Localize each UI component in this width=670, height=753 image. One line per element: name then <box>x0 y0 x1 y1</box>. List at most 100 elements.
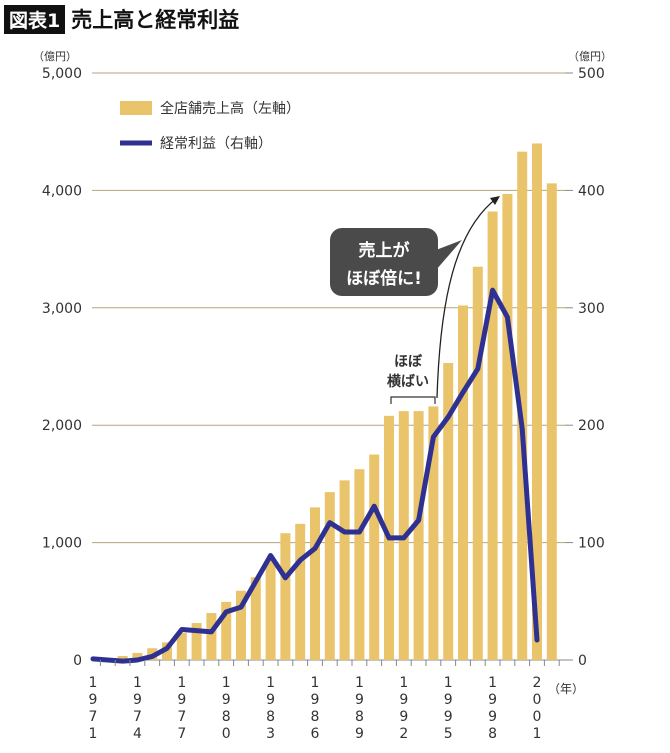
figure-tag: 図表1 <box>4 4 66 34</box>
x-tick-label: 7 <box>133 709 142 725</box>
flat-annotation: ほぼ 横ばい <box>387 354 436 404</box>
flat-line-1: ほぼ <box>394 354 423 370</box>
x-tick-label: 2 <box>533 675 542 691</box>
bar <box>487 211 498 661</box>
x-tick-label: 7 <box>89 709 98 725</box>
x-tick-label: 9 <box>89 692 98 708</box>
callout-line-2: ほぼ倍に! <box>346 268 422 289</box>
x-tick-label: 8 <box>355 709 364 725</box>
x-tick-label: 9 <box>222 692 231 708</box>
x-tick-label: 8 <box>222 709 231 725</box>
x-tick-label: 9 <box>311 692 320 708</box>
x-tick-label: 9 <box>444 709 453 725</box>
bar <box>265 559 276 660</box>
x-tick-label: 6 <box>311 726 320 742</box>
flat-bracket <box>390 396 436 404</box>
bar <box>354 469 365 660</box>
x-tick-label: 5 <box>444 726 453 742</box>
bar <box>472 266 483 660</box>
callout-box <box>330 228 438 296</box>
x-tick-label: 9 <box>399 692 408 708</box>
x-tick-label: 2 <box>399 726 408 742</box>
callout-doubled: 売上が ほぼ倍に! <box>330 196 500 399</box>
x-tick-label: 1 <box>222 675 231 691</box>
x-tick-label: 3 <box>266 726 275 742</box>
x-tick-label: 1 <box>355 675 364 691</box>
bar <box>546 183 557 660</box>
bar <box>369 454 380 660</box>
bar <box>443 362 454 660</box>
legend-bar-swatch <box>120 101 152 115</box>
bar <box>532 143 542 660</box>
bar <box>132 652 143 660</box>
x-tick-label: 1 <box>266 675 275 691</box>
bar <box>517 151 528 660</box>
x-tick-label: 9 <box>355 726 364 742</box>
legend-bar-label: 全店舗売上高（左軸） <box>160 100 300 117</box>
x-tick-label: 0 <box>533 709 542 725</box>
left-tick-label: 0 <box>73 653 82 669</box>
bar <box>206 613 217 660</box>
bar <box>458 305 468 660</box>
bar <box>295 523 306 660</box>
bar <box>162 642 172 660</box>
x-unit-label: （年） <box>548 682 584 696</box>
right-tick-label: 300 <box>578 301 605 317</box>
x-tick-label: 9 <box>399 709 408 725</box>
left-tick-label: 4,000 <box>42 183 82 199</box>
bar <box>117 656 128 660</box>
right-tick-label: 100 <box>578 536 605 552</box>
bar <box>413 411 424 660</box>
x-tick-label: 1 <box>533 726 542 742</box>
left-unit-label: （億円） <box>33 50 77 63</box>
bar <box>428 406 439 660</box>
x-tick-label: 4 <box>133 726 142 742</box>
right-tick-label: 400 <box>578 183 605 199</box>
callout-pointer <box>436 240 462 270</box>
arrow-head <box>490 196 500 205</box>
x-tick-label: 1 <box>177 675 186 691</box>
figure-title: 図表1 売上高と経常利益 <box>4 4 239 34</box>
left-tick-label: 1,000 <box>42 536 82 552</box>
bar <box>236 590 246 660</box>
x-tick-label: 9 <box>444 692 453 708</box>
x-tick-label: 8 <box>311 709 320 725</box>
right-unit-label: （億円） <box>568 50 612 63</box>
x-tick-label: 9 <box>488 709 497 725</box>
x-tick-label: 1 <box>311 675 320 691</box>
x-tick-label: 7 <box>177 709 186 725</box>
legend: 全店舗売上高（左軸） 経常利益（右軸） <box>120 100 300 152</box>
bar <box>221 601 232 660</box>
x-tick-label: 1 <box>89 675 98 691</box>
bar <box>324 492 335 660</box>
x-tick-label: 0 <box>222 726 231 742</box>
x-tick-label: 9 <box>133 692 142 708</box>
bar <box>502 193 513 660</box>
x-tick-label: 0 <box>533 692 542 708</box>
x-tick-label: 8 <box>488 726 497 742</box>
bar <box>176 632 187 660</box>
left-tick-label: 3,000 <box>42 301 82 317</box>
bar <box>280 533 291 660</box>
x-tick-label: 9 <box>355 692 364 708</box>
bar <box>250 577 261 660</box>
x-tick-label: 1 <box>488 675 497 691</box>
x-tick-label: 8 <box>266 709 275 725</box>
growth-arrow <box>436 197 498 399</box>
x-tick-label: 1 <box>133 675 142 691</box>
right-tick-label: 200 <box>578 418 605 434</box>
profit-line <box>90 287 540 664</box>
legend-line-label: 経常利益（右軸） <box>160 136 272 152</box>
figure-title-text: 売上高と経常利益 <box>71 8 240 32</box>
x-tick-label: 7 <box>177 726 186 742</box>
x-tick-label: 9 <box>266 692 275 708</box>
right-tick-label: 500 <box>578 66 605 82</box>
x-tick-label: 9 <box>177 692 186 708</box>
x-tick-label: 9 <box>488 692 497 708</box>
x-tick-label: 1 <box>89 726 98 742</box>
right-tick-label: 0 <box>578 653 587 669</box>
flat-line-2: 横ばい <box>387 373 429 390</box>
left-tick-label: 2,000 <box>42 418 82 434</box>
